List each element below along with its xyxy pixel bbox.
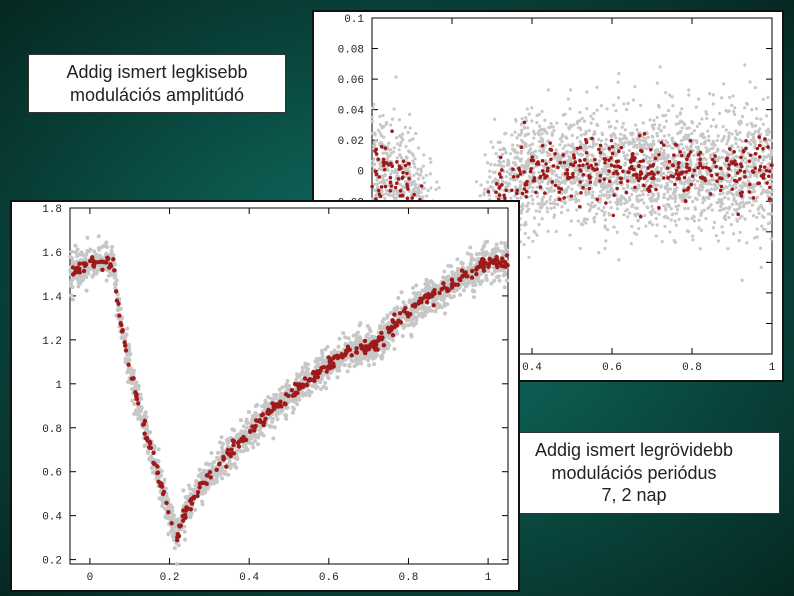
svg-text:0: 0 (357, 167, 364, 179)
caption-shortest-period: Addig ismert legrövidebb modulációs peri… (488, 432, 780, 514)
svg-text:0.04: 0.04 (338, 106, 365, 118)
caption-smallest-amplitude: Addig ismert legkisebb modulációs amplit… (28, 54, 286, 113)
caption-line: 7, 2 nap (499, 484, 769, 507)
svg-text:0.4: 0.4 (239, 572, 259, 584)
svg-text:1: 1 (485, 572, 492, 584)
caption-line: modulációs amplitúdó (39, 84, 275, 107)
svg-text:0.06: 0.06 (338, 75, 364, 87)
caption-line: modulációs periódus (499, 462, 769, 485)
phased-lightcurve-chart: 0 0.2 0.4 0.6 0.8 1 0.2 0.4 0.6 0.8 1 1.2 1.4 1.6 1.8 (10, 200, 520, 592)
svg-text:0.8: 0.8 (682, 362, 702, 374)
svg-text:0.2: 0.2 (160, 572, 180, 584)
svg-text:0: 0 (87, 572, 94, 584)
svg-text:0.6: 0.6 (319, 572, 339, 584)
svg-text:1: 1 (769, 362, 776, 374)
svg-text:1.6: 1.6 (42, 248, 62, 260)
svg-text:0.8: 0.8 (42, 424, 62, 436)
svg-text:1.4: 1.4 (42, 292, 62, 304)
caption-line: Addig ismert legkisebb (39, 61, 275, 84)
svg-text:1: 1 (55, 380, 62, 392)
svg-text:0.2: 0.2 (42, 556, 62, 568)
svg-text:0.1: 0.1 (344, 14, 364, 26)
svg-text:0.08: 0.08 (338, 45, 364, 57)
svg-text:0.6: 0.6 (42, 468, 62, 480)
svg-text:1.2: 1.2 (42, 336, 62, 348)
svg-text:0.4: 0.4 (42, 512, 62, 524)
svg-text:0.6: 0.6 (602, 362, 622, 374)
svg-text:1.8: 1.8 (42, 204, 62, 216)
svg-text:0.4: 0.4 (522, 362, 542, 374)
svg-text:0.8: 0.8 (399, 572, 419, 584)
caption-line: Addig ismert legrövidebb (499, 439, 769, 462)
svg-text:0.02: 0.02 (338, 136, 364, 148)
